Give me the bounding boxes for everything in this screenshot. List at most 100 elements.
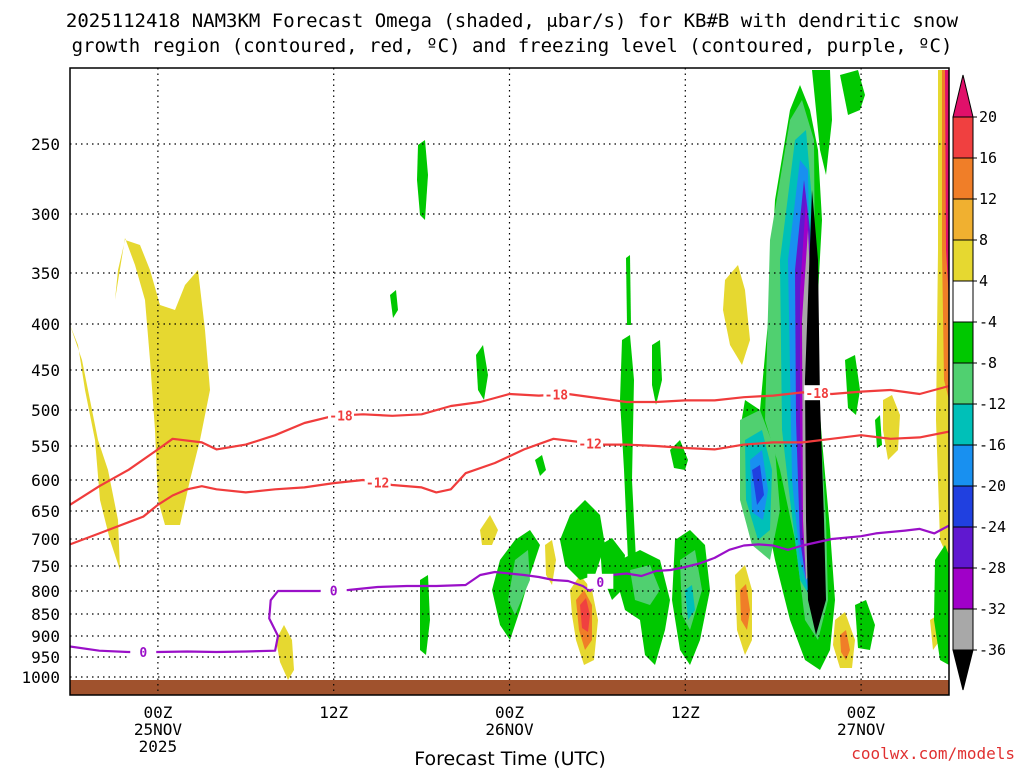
colorbar-label: 20	[979, 108, 997, 126]
omega-positive-core	[580, 598, 590, 632]
y-tick-label-900: 900	[31, 627, 60, 646]
time-gridlines	[157, 68, 862, 695]
dgz_minus18-contour	[70, 384, 949, 506]
colorbar-top-triangle	[952, 74, 974, 118]
omega-negative-area	[626, 255, 631, 325]
dgz_minus12-label: -12	[366, 476, 389, 491]
plot-frame	[69, 67, 950, 696]
y-tick-label-850: 850	[31, 605, 60, 624]
y-tick-label-650: 650	[31, 502, 60, 521]
omega-negative-area	[560, 500, 605, 580]
dgz_minus12-contour	[70, 430, 949, 546]
freezing_level-contour	[70, 524, 949, 654]
colorbar-band	[952, 239, 974, 282]
y-axis-labels: 250 300 350 400 450 500 550 600 650 700 750 800 850 9…	[21, 135, 60, 687]
colorbar-band	[952, 116, 974, 159]
omega-positive-area	[70, 325, 120, 570]
x-tick-label: 26NOV	[485, 720, 534, 739]
colorbar-label: 12	[979, 190, 997, 208]
x-tick-label: 12Z	[671, 703, 700, 722]
colorbar-band	[952, 403, 974, 446]
colorbar-band	[952, 526, 974, 569]
omega-negative-core	[805, 190, 826, 635]
x-tick-label: 00Z	[143, 703, 172, 722]
freezing_level-label-bg	[320, 582, 347, 598]
contours	[70, 384, 949, 654]
dgz_minus18-label-bg	[328, 407, 355, 423]
omega-negative-area	[875, 415, 882, 448]
omega-negative-core	[752, 465, 764, 505]
colorbar-label: -24	[979, 518, 1006, 536]
colorbar-band	[952, 567, 974, 610]
omega-positive-core	[840, 630, 850, 660]
freezing_level-label-bg	[130, 643, 157, 659]
colorbar-label: 16	[979, 149, 997, 167]
dgz_minus18-label: -18	[545, 389, 569, 404]
dgz_minus12-label-bg	[364, 474, 391, 490]
y-tick-label-300: 300	[31, 205, 60, 224]
omega-negative-core	[685, 585, 695, 620]
freezing_level-label: 0	[596, 576, 604, 591]
colorbar-band	[952, 280, 974, 323]
y-tick-label-1000: 1000	[21, 668, 60, 687]
ground	[70, 680, 949, 695]
omega-positive-area	[723, 265, 750, 365]
dgz_minus18-label-bg	[543, 386, 570, 402]
omega-negative-area	[652, 340, 662, 405]
omega-positive-core	[945, 70, 949, 300]
omega-negative-area	[840, 70, 865, 115]
omega-negative-area	[620, 335, 636, 560]
dgz_minus18-label: -18	[805, 387, 829, 402]
dgz_minus12-label: -12	[578, 437, 601, 452]
colorbar-label: -20	[979, 477, 1006, 495]
chart-title-line2: growth region (contoured, red, ºC) and f…	[72, 35, 953, 57]
omega-negative-area	[390, 290, 398, 318]
freezing_level-label: 0	[139, 646, 147, 661]
pressure-gridlines	[70, 143, 949, 678]
colorbar-band	[952, 198, 974, 241]
x-tick-label: 27NOV	[837, 720, 886, 739]
omega-positive-area	[276, 625, 294, 680]
chart-title-line1: 2025112418 NAM3KM Forecast Omega (shaded…	[66, 10, 959, 32]
colorbar-label: 4	[979, 272, 988, 290]
x-axis-title: Forecast Time (UTC)	[414, 748, 605, 768]
colorbar-label: -4	[979, 313, 997, 331]
omega-shading	[70, 70, 949, 680]
omega-negative-area	[417, 140, 428, 220]
omega-positive-area	[480, 515, 498, 545]
contour-labels: -18 -18 -18 -12 -12 0 0 0	[130, 385, 831, 661]
omega-negative-area	[812, 70, 832, 175]
colorbar-band	[952, 444, 974, 487]
omega-negative-area	[934, 545, 949, 665]
colorbar-band	[952, 485, 974, 528]
colorbar-label: -36	[979, 641, 1006, 659]
colorbar-label: -32	[979, 600, 1006, 618]
x-tick-label: 25NOV	[134, 720, 183, 739]
y-tick-label-750: 750	[31, 557, 60, 576]
x-tick-label: 2025	[139, 737, 178, 756]
omega-negative-area	[535, 455, 546, 476]
y-tick-label-400: 400	[31, 315, 60, 334]
omega-negative-area	[476, 345, 488, 400]
dgz_minus18-label-bg	[804, 385, 831, 401]
y-tick-label-250: 250	[31, 135, 60, 154]
colorbar-label: -28	[979, 559, 1006, 577]
colorbar-label: -12	[979, 395, 1006, 413]
freezing_level-label: 0	[330, 585, 338, 600]
colorbar: 20 16 12 8 4 -4 -8 -12 -16 -20 -24 -28 -32 -36	[952, 74, 1006, 691]
omega-negative-core	[508, 550, 530, 615]
y-tick-label-950: 950	[31, 648, 60, 667]
omega-positive-area	[883, 395, 900, 460]
dgz_minus18-label: -18	[329, 409, 353, 424]
y-tick-label-700: 700	[31, 530, 60, 549]
y-tick-label-500: 500	[31, 401, 60, 420]
dgz_minus12-label-bg	[577, 435, 604, 451]
colorbar-band	[952, 157, 974, 200]
omega-positive-area	[115, 238, 210, 525]
omega-positive-area	[545, 540, 556, 585]
colorbar-label: -16	[979, 436, 1006, 454]
omega-positive-core	[740, 584, 750, 630]
x-tick-label: 12Z	[319, 703, 348, 722]
